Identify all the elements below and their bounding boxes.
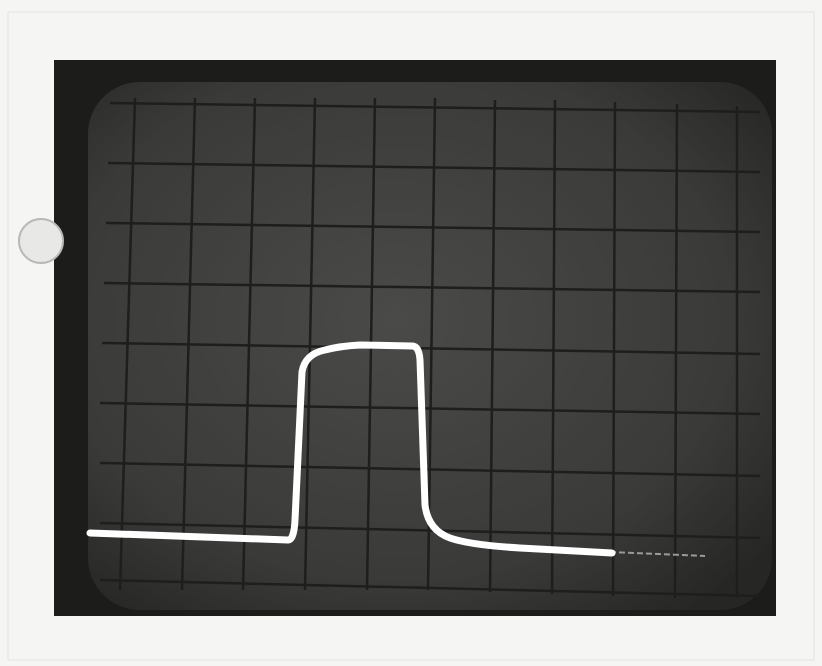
grid-line xyxy=(101,341,761,356)
grid-line xyxy=(99,401,761,416)
grid-line xyxy=(611,101,617,597)
grid-line xyxy=(550,99,557,595)
grid-line xyxy=(99,521,761,540)
grid-line xyxy=(99,461,761,478)
grid-line xyxy=(426,97,437,591)
screen xyxy=(88,82,772,610)
grid-line xyxy=(241,97,257,591)
faint-trace xyxy=(609,551,706,557)
grid-line xyxy=(103,281,761,294)
grid-line xyxy=(109,101,761,114)
grid-line xyxy=(488,99,497,593)
grid-line xyxy=(303,97,317,591)
paper-edge xyxy=(7,11,815,661)
grid-line xyxy=(99,578,761,598)
grid-line xyxy=(673,103,679,599)
grid-line xyxy=(105,221,761,234)
pulse-trace xyxy=(86,341,616,557)
grid-line xyxy=(107,161,761,174)
punch-hole xyxy=(18,218,64,264)
